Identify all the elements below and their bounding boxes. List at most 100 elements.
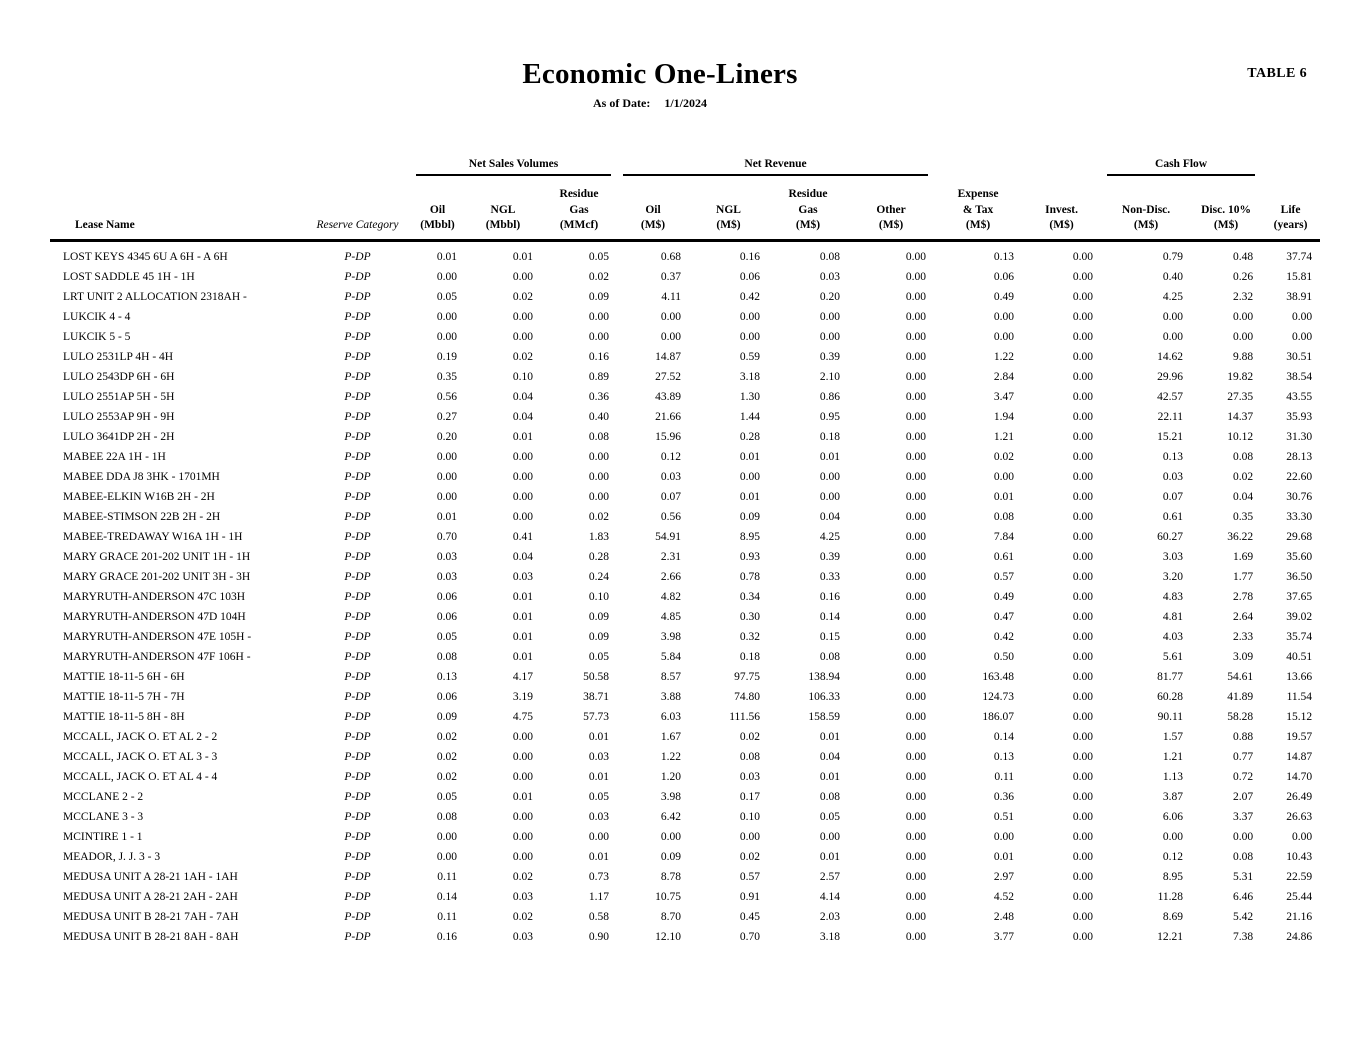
value-cell-non-disc-ms: 11.28 — [1157, 891, 1184, 903]
value-cell-life-years: 30.76 — [1286, 491, 1313, 503]
table-row: MEDUSA UNIT A 28-21 1AH - 1AH P-DP 0.11 0.0… — [50, 867, 1320, 887]
value-cell-residue-gas-mmcf: 0.24 — [588, 571, 610, 583]
value-cell-expense-tax-ms: 0.01 — [993, 491, 1015, 503]
report-header: Economic One-Liners — [0, 0, 1320, 91]
value-cell-ngl-mbbl: 0.03 — [512, 931, 533, 943]
value-cell-life-years: 24.86 — [1286, 931, 1313, 943]
table-row: MATTIE 18-11-5 8H - 8H P-DP 0.09 4.75 57.73 6… — [50, 707, 1320, 727]
value-cell-expense-tax-ms: 0.13 — [993, 251, 1015, 263]
value-cell-life-years: 38.54 — [1286, 371, 1313, 383]
value-cell-other-ms: 0.00 — [905, 591, 927, 603]
reserve-category-cell: P-DP — [344, 371, 371, 383]
value-cell-ngl-ms: 1.30 — [739, 391, 761, 403]
reserve-category-cell: P-DP — [344, 291, 371, 303]
value-cell-ngl-mbbl: 0.00 — [512, 491, 533, 503]
reserve-category-cell: P-DP — [344, 771, 371, 783]
column-header-reserve-category: Reserve Category — [305, 176, 410, 242]
table-row: MEDUSA UNIT A 28-21 2AH - 2AH P-DP 0.14 0.0… — [50, 887, 1320, 907]
value-cell-expense-tax-ms: 0.61 — [993, 551, 1015, 563]
table-row: MARYRUTH-ANDERSON 47C 103H P-DP 0.06 0.01 0.… — [50, 587, 1320, 607]
value-cell-expense-tax-ms: 0.00 — [993, 331, 1015, 343]
value-cell-residue-gas-mmcf: 0.90 — [588, 931, 610, 943]
value-cell-ngl-ms: 0.16 — [739, 251, 761, 263]
lease-name-cell: LULO 2543DP 6H - 6H — [63, 371, 175, 383]
value-cell-oil-ms: 5.84 — [660, 651, 682, 663]
value-cell-residue-gas-ms: 4.25 — [819, 531, 841, 543]
value-cell-disc-10-ms: 2.33 — [1232, 631, 1254, 643]
reserve-category-cell: P-DP — [344, 391, 371, 403]
reserve-category-cell: P-DP — [344, 851, 371, 863]
value-cell-oil-ms: 3.98 — [660, 791, 682, 803]
lease-name-cell: MCCLANE 2 - 2 — [63, 791, 144, 803]
value-cell-other-ms: 0.00 — [905, 891, 927, 903]
value-cell-residue-gas-mmcf: 0.03 — [588, 751, 610, 763]
lease-name-cell: MCINTIRE 1 - 1 — [63, 831, 143, 843]
value-cell-ngl-mbbl: 0.01 — [512, 611, 533, 623]
lease-name-cell: MCCLANE 3 - 3 — [63, 811, 144, 823]
group-label: Net Revenue — [623, 158, 929, 176]
value-cell-disc-10-ms: 0.88 — [1232, 731, 1254, 743]
value-cell-life-years: 25.44 — [1286, 891, 1313, 903]
value-cell-oil-ms: 4.82 — [660, 591, 682, 603]
value-cell-ngl-ms: 0.91 — [739, 891, 761, 903]
value-cell-ngl-mbbl: 0.00 — [512, 451, 533, 463]
table-row: MABEE-TREDAWAY W16A 1H - 1H P-DP 0.70 0.41 1… — [50, 527, 1320, 547]
value-cell-residue-gas-ms: 0.03 — [819, 271, 841, 283]
lease-name-cell: MARY GRACE 201-202 UNIT 1H - 1H — [63, 551, 251, 563]
value-cell-ngl-ms: 0.30 — [739, 611, 761, 623]
value-cell-life-years: 37.74 — [1286, 251, 1313, 263]
value-cell-disc-10-ms: 0.00 — [1232, 331, 1254, 343]
value-cell-residue-gas-ms: 0.14 — [819, 611, 841, 623]
value-cell-residue-gas-ms: 0.01 — [819, 731, 841, 743]
value-cell-residue-gas-ms: 0.15 — [819, 631, 841, 643]
column-group-row: Net Sales Volumes Net Revenue Cash Flow — [50, 140, 1320, 176]
reserve-category-cell: P-DP — [344, 431, 371, 443]
table-row: MABEE-STIMSON 22B 2H - 2H P-DP 0.01 0.00 0.0… — [50, 507, 1320, 527]
value-cell-disc-10-ms: 6.46 — [1232, 891, 1254, 903]
table-row: LULO 2553AP 9H - 9H P-DP 0.27 0.04 0.40 21.66… — [50, 407, 1320, 427]
value-cell-expense-tax-ms: 2.48 — [993, 911, 1015, 923]
value-cell-other-ms: 0.00 — [905, 831, 927, 843]
lease-name-cell: MABEE-TREDAWAY W16A 1H - 1H — [63, 531, 243, 543]
value-cell-expense-tax-ms: 0.51 — [993, 811, 1015, 823]
value-cell-invest-ms: 0.00 — [1072, 851, 1094, 863]
table-row: MABEE DDA J8 3HK - 1701MH P-DP 0.00 0.00 0.0… — [50, 467, 1320, 487]
value-cell-oil-mbbl: 0.08 — [436, 811, 457, 823]
value-cell-residue-gas-mmcf: 57.73 — [583, 711, 610, 723]
value-cell-oil-ms: 4.11 — [661, 291, 682, 303]
value-cell-invest-ms: 0.00 — [1072, 571, 1094, 583]
value-cell-life-years: 0.00 — [1291, 331, 1313, 343]
table-row: LUKCIK 5 - 5 P-DP 0.00 0.00 0.00 0.00 0.00 0.00… — [50, 327, 1320, 347]
value-cell-ngl-mbbl: 0.01 — [512, 631, 533, 643]
value-cell-oil-mbbl: 0.11 — [437, 911, 457, 923]
value-cell-oil-ms: 3.98 — [660, 631, 682, 643]
value-cell-non-disc-ms: 0.03 — [1162, 471, 1184, 483]
column-header-life-years: Life (years) — [1261, 176, 1321, 242]
value-cell-other-ms: 0.00 — [905, 271, 927, 283]
group-spacer — [50, 140, 410, 176]
reserve-category-cell: P-DP — [344, 451, 371, 463]
value-cell-life-years: 28.13 — [1286, 451, 1313, 463]
value-cell-ngl-mbbl: 0.00 — [512, 271, 533, 283]
value-cell-residue-gas-ms: 0.08 — [819, 251, 841, 263]
value-cell-non-disc-ms: 15.21 — [1157, 431, 1184, 443]
value-cell-oil-mbbl: 0.35 — [436, 371, 457, 383]
value-cell-other-ms: 0.00 — [905, 711, 927, 723]
table-row: MABEE 22A 1H - 1H P-DP 0.00 0.00 0.00 0.12 0.0… — [50, 447, 1320, 467]
value-cell-oil-ms: 0.00 — [660, 311, 682, 323]
value-cell-oil-mbbl: 0.02 — [436, 751, 457, 763]
value-cell-non-disc-ms: 0.40 — [1162, 271, 1184, 283]
value-cell-ngl-ms: 0.00 — [739, 311, 761, 323]
value-cell-non-disc-ms: 8.69 — [1162, 911, 1184, 923]
value-cell-invest-ms: 0.00 — [1072, 331, 1094, 343]
lease-name-cell: MEDUSA UNIT B 28-21 7AH - 7AH — [63, 911, 239, 923]
value-cell-invest-ms: 0.00 — [1072, 531, 1094, 543]
value-cell-oil-mbbl: 0.27 — [436, 411, 457, 423]
value-cell-life-years: 35.60 — [1286, 551, 1313, 563]
value-cell-residue-gas-mmcf: 0.03 — [588, 811, 610, 823]
value-cell-oil-ms: 2.31 — [660, 551, 682, 563]
value-cell-oil-ms: 43.89 — [655, 391, 682, 403]
lease-name-cell: MABEE-STIMSON 22B 2H - 2H — [63, 511, 221, 523]
reserve-category-cell: P-DP — [344, 671, 371, 683]
table-row: LULO 2543DP 6H - 6H P-DP 0.35 0.10 0.89 27.52… — [50, 367, 1320, 387]
